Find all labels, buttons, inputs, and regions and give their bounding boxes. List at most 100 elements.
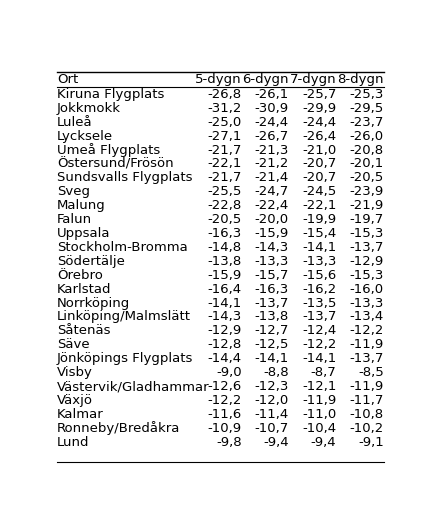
Text: -12,2: -12,2	[302, 338, 336, 351]
Text: -24,4: -24,4	[255, 116, 289, 129]
Text: -11,4: -11,4	[255, 408, 289, 421]
Text: Kalmar: Kalmar	[57, 408, 104, 421]
Text: -8,8: -8,8	[263, 366, 289, 379]
Text: -21,3: -21,3	[255, 144, 289, 156]
Text: -20,7: -20,7	[302, 157, 336, 170]
Text: Östersund/Frösön: Östersund/Frösön	[57, 157, 174, 170]
Text: -13,3: -13,3	[302, 255, 336, 268]
Text: Ort: Ort	[57, 73, 78, 86]
Text: -19,7: -19,7	[350, 213, 384, 226]
Text: -21,0: -21,0	[302, 144, 336, 156]
Text: -11,6: -11,6	[207, 408, 242, 421]
Text: -14,1: -14,1	[302, 352, 336, 365]
Text: Visby: Visby	[57, 366, 93, 379]
Text: -22,1: -22,1	[207, 157, 242, 170]
Text: Falun: Falun	[57, 213, 92, 226]
Text: Uppsala: Uppsala	[57, 227, 111, 240]
Text: -12,4: -12,4	[302, 324, 336, 338]
Text: -12,1: -12,1	[302, 380, 336, 393]
Text: -9,4: -9,4	[263, 436, 289, 449]
Text: -19,9: -19,9	[302, 213, 336, 226]
Text: -21,2: -21,2	[255, 157, 289, 170]
Text: -9,1: -9,1	[358, 436, 384, 449]
Text: -25,5: -25,5	[207, 185, 242, 198]
Text: Västervik/Gladhammar: Västervik/Gladhammar	[57, 380, 210, 393]
Text: Jönköpings Flygplats: Jönköpings Flygplats	[57, 352, 194, 365]
Text: Örebro: Örebro	[57, 269, 103, 282]
Text: -22,4: -22,4	[255, 199, 289, 212]
Text: -16,3: -16,3	[207, 227, 242, 240]
Text: -15,3: -15,3	[349, 269, 384, 282]
Text: -13,8: -13,8	[255, 310, 289, 324]
Text: Ronneby/Bredåkra: Ronneby/Bredåkra	[57, 421, 181, 435]
Text: -14,3: -14,3	[255, 241, 289, 254]
Text: -16,2: -16,2	[302, 283, 336, 295]
Text: -15,9: -15,9	[255, 227, 289, 240]
Text: -11,9: -11,9	[350, 380, 384, 393]
Text: -24,7: -24,7	[255, 185, 289, 198]
Text: -10,9: -10,9	[208, 422, 242, 435]
Text: -12,2: -12,2	[349, 324, 384, 338]
Text: -15,6: -15,6	[302, 269, 336, 282]
Text: -16,3: -16,3	[255, 283, 289, 295]
Text: Sundsvalls Flygplats: Sundsvalls Flygplats	[57, 171, 193, 184]
Text: -21,4: -21,4	[255, 171, 289, 184]
Text: -22,1: -22,1	[302, 199, 336, 212]
Text: Norrköping: Norrköping	[57, 297, 130, 309]
Text: Malung: Malung	[57, 199, 106, 212]
Text: -29,5: -29,5	[350, 102, 384, 115]
Text: -14,3: -14,3	[207, 310, 242, 324]
Text: -20,0: -20,0	[255, 213, 289, 226]
Text: Södertälje: Södertälje	[57, 255, 125, 268]
Text: 6-dygn: 6-dygn	[243, 73, 289, 86]
Text: -31,2: -31,2	[207, 102, 242, 115]
Text: -8,5: -8,5	[358, 366, 384, 379]
Text: -12,5: -12,5	[255, 338, 289, 351]
Text: -26,1: -26,1	[255, 88, 289, 101]
Text: -12,8: -12,8	[207, 338, 242, 351]
Text: -12,6: -12,6	[207, 380, 242, 393]
Text: -20,5: -20,5	[207, 213, 242, 226]
Text: -21,7: -21,7	[207, 171, 242, 184]
Text: -15,9: -15,9	[207, 269, 242, 282]
Text: -30,9: -30,9	[255, 102, 289, 115]
Text: -10,7: -10,7	[255, 422, 289, 435]
Text: -11,7: -11,7	[349, 394, 384, 407]
Text: -10,8: -10,8	[350, 408, 384, 421]
Text: -14,4: -14,4	[208, 352, 242, 365]
Text: -13,7: -13,7	[302, 310, 336, 324]
Text: -24,5: -24,5	[302, 185, 336, 198]
Text: Lycksele: Lycksele	[57, 130, 113, 143]
Text: -25,3: -25,3	[349, 88, 384, 101]
Text: -26,7: -26,7	[255, 130, 289, 143]
Text: 8-dygn: 8-dygn	[337, 73, 384, 86]
Text: -13,5: -13,5	[302, 297, 336, 309]
Text: -12,9: -12,9	[207, 324, 242, 338]
Text: -13,4: -13,4	[350, 310, 384, 324]
Text: -9,0: -9,0	[216, 366, 242, 379]
Text: -12,0: -12,0	[255, 394, 289, 407]
Text: -13,3: -13,3	[349, 297, 384, 309]
Text: -11,9: -11,9	[350, 338, 384, 351]
Text: -26,0: -26,0	[350, 130, 384, 143]
Text: -29,9: -29,9	[302, 102, 336, 115]
Text: -20,1: -20,1	[350, 157, 384, 170]
Text: -14,1: -14,1	[302, 241, 336, 254]
Text: -22,8: -22,8	[207, 199, 242, 212]
Text: -13,3: -13,3	[255, 255, 289, 268]
Text: Umeå Flygplats: Umeå Flygplats	[57, 143, 160, 157]
Text: -12,7: -12,7	[255, 324, 289, 338]
Text: -20,8: -20,8	[350, 144, 384, 156]
Text: Säve: Säve	[57, 338, 90, 351]
Text: Linköping/Malmslätt: Linköping/Malmslätt	[57, 310, 191, 324]
Text: -20,7: -20,7	[302, 171, 336, 184]
Text: Karlstad: Karlstad	[57, 283, 111, 295]
Text: -26,4: -26,4	[302, 130, 336, 143]
Text: -27,1: -27,1	[207, 130, 242, 143]
Text: -11,9: -11,9	[302, 394, 336, 407]
Text: -14,1: -14,1	[255, 352, 289, 365]
Text: -24,4: -24,4	[302, 116, 336, 129]
Text: -14,1: -14,1	[207, 297, 242, 309]
Text: -14,8: -14,8	[208, 241, 242, 254]
Text: Kiruna Flygplats: Kiruna Flygplats	[57, 88, 164, 101]
